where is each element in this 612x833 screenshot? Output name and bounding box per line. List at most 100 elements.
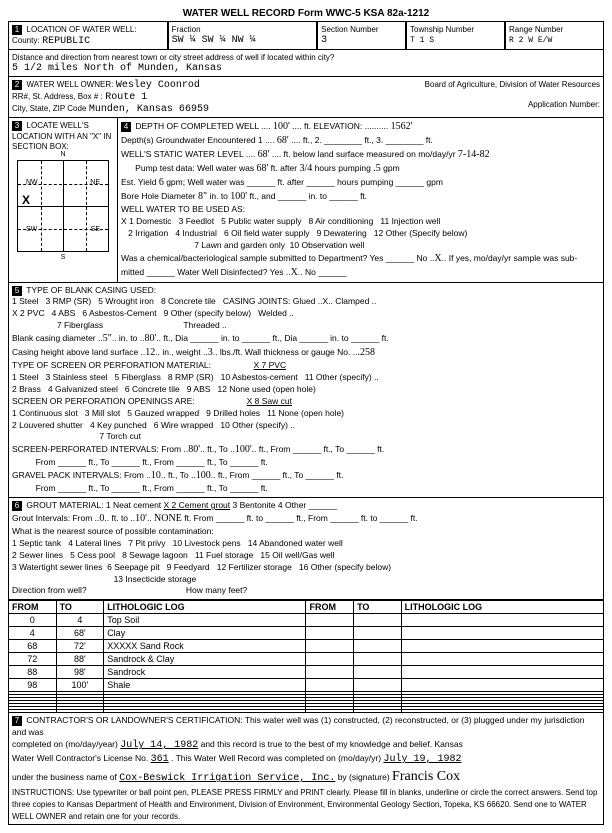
litho-cell [401,679,603,692]
board-label: Board of Agriculture, Division of Water … [425,80,600,89]
litho-cell [354,627,402,640]
gw-val: 68' [277,135,289,146]
gravel-from: 10 [151,470,161,481]
elev-val: 1562' [391,121,413,132]
litho-cell: XXXXX Sand Rock [104,640,306,653]
litho-cell [401,627,603,640]
open-types: 1 Continuous slot 3 Mill slot 5 Gauzed w… [12,408,344,442]
s5-types: 1 Steel 3 RMP (SR) 5 Wrought iron 8 Conc… [12,296,376,330]
grout-int: Grout Intervals: From [12,513,92,523]
chem2: If yes, mo/day/yr sample was sub- [449,253,578,263]
litho-cell: Top Soil [104,614,306,627]
lic-val: 361 [151,754,169,765]
depth-val: 100' [273,121,290,132]
section-2-num: 2 [12,80,22,90]
screen-label: TYPE OF SCREEN OR PERFORATION MATERIAL: [12,360,211,370]
bore-label: Bore Hole Diameter [121,191,196,201]
casing-dia-label: Blank casing diameter [12,333,96,343]
litho-cell [306,679,354,692]
litho-cell [401,614,603,627]
rec-label: This Water Well Record was completed on … [176,753,381,763]
litho-cell: 0 [9,614,57,627]
completed-val: July 14, 1982 [120,740,198,751]
litho-cell [354,614,402,627]
township-label: Township Number [410,25,474,34]
static-val: 68' [258,149,270,160]
county-value: REPUBLIC [42,36,90,47]
dir-label: Direction from well? [12,585,87,595]
chem-label: Was a chemical/bacteriological sample su… [121,253,427,263]
secnum-label: Section Number [321,25,378,34]
perf-rest: ft., From ______ ft., To ______ ft. [259,444,385,454]
contam: 1 Septic tank 4 Lateral lines 7 Pit priv… [12,538,391,584]
cert: CONTRACTOR'S OR LANDOWNER'S CERTIFICATIO… [12,715,584,737]
perf-from: 80' [188,444,200,455]
open-label: SCREEN OR PERFORATION OPENINGS ARE: [12,396,195,406]
section-1-num: 1 [12,25,22,35]
bore-in: in. to [209,191,227,201]
gauge-val: .258 [357,347,375,358]
open-sel: X 8 Saw cut [247,396,292,406]
owner-value: Wesley Coonrod [116,80,200,91]
elev-label: ft. ELEVATION: [304,121,362,131]
gravel-to-v: 100 [196,470,211,481]
litho-cell: Sandrock [104,666,306,679]
g-rest: ft. From ______ ft. to ______ ft., From … [184,513,417,523]
uses: X 1 Domestic 3 Feedlot 5 Public water su… [121,216,467,250]
screen-sel: X 7 PVC [254,360,287,370]
litho-cell [306,653,354,666]
height-label: Casing height above land surface [12,347,138,357]
litho-cell: Sandrock & Clay [104,653,306,666]
contam-label: What is the nearest source of possible c… [12,526,214,536]
gravel-to: ft., To [168,470,189,480]
static2: ft. below land surface measured on mo/da… [284,149,456,159]
litho-cell: Clay [104,627,306,640]
section-box-diagram: NW NE SW SE X [17,160,109,252]
litho-cell [306,666,354,679]
section-6-num: 6 [12,501,22,511]
litho-header: TO [56,601,104,614]
litho-header: LITHOLOGIC LOG [401,601,603,614]
fraction-label: Fraction [172,25,201,34]
pump-label: Pump test data: Well water was [135,163,254,173]
range-value: R 2 W E/W [509,36,552,45]
loc-label: LOCATION OF WATER WELL: [27,25,137,34]
weight2: lbs./ft. Wall thickness or gauge No. [220,347,351,357]
est2: gpm; Well water was ______ ft. after ___… [166,177,443,187]
litho-cell [354,653,402,666]
s6-label: GROUT MATERIAL: 1 Neat cement [26,500,163,510]
pump-ft: 68' [256,163,268,174]
litho-cell: 98 [9,679,57,692]
litho-cell [401,640,603,653]
litho-header: FROM [9,601,57,614]
litho-cell: 98' [56,666,104,679]
s6-rest: 3 Bentonite 4 Other ______ [233,500,337,510]
fraction-value: SW ¼ SW ¼ NW ¼ [172,35,256,46]
s6-sel: X 2 Cement grout [164,500,231,510]
litho-cell [354,679,402,692]
gravel-label: GRAVEL PACK INTERVALS: From [12,470,144,480]
app-label: Application Number: [528,100,600,109]
casing-ft: 80' [144,333,156,344]
chem-no: X [434,253,441,264]
s5-label: TYPE OF BLANK CASING USED: [26,285,156,295]
chem3: mitted ______ Water Well Disinfected? Ye… [121,267,284,277]
pump-hrs2: hours pumping [315,163,371,173]
litho-header: TO [354,601,402,614]
g-none: NONE [154,513,182,524]
secnum-value: 3 [321,35,327,46]
litho-cell [354,666,402,679]
form-title: WATER WELL RECORD Form WWC-5 KSA 82a-121… [8,8,604,19]
city-value: Munden, Kansas 66959 [89,104,209,115]
static-label: WELL'S STATIC WATER LEVEL [121,149,243,159]
county-sub: County: [12,36,40,45]
casing-rest: ft., Dia ______ in. to ______ ft., Dia _… [163,333,388,343]
height-val: 12 [145,347,155,358]
pump-after: ft. after [271,163,297,173]
use-label: WELL WATER TO BE USED AS: [121,204,245,214]
litho-cell: 72' [56,640,104,653]
rr-label: RR#, St. Address, Box # : [12,92,103,101]
biz-val: Cox-Beswick Irrigation Service, Inc. [119,773,335,784]
cert2: and this record is true to the best of m… [201,739,463,749]
section-5-num: 5 [12,286,22,296]
